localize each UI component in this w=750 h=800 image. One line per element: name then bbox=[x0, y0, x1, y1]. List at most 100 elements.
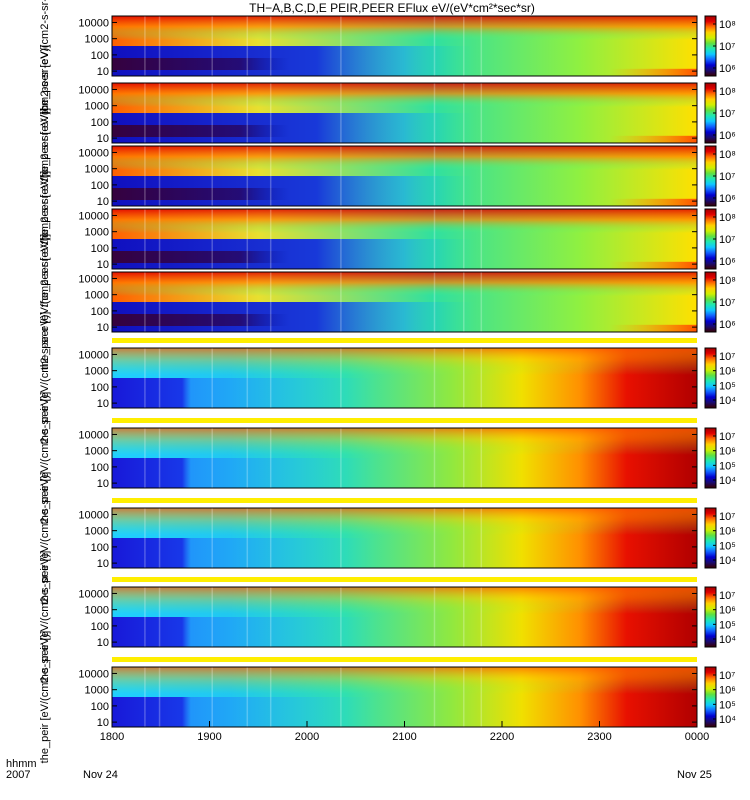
data-gap-streak bbox=[246, 272, 249, 332]
panel-peer_a: 10 100 1000 10000 the_peer [eV/(cm2-s-sr-eV)… bbox=[39, 0, 736, 114]
data-gap-streak bbox=[463, 272, 465, 332]
data-gap-streak bbox=[463, 667, 465, 727]
y-tick-label: 10 bbox=[97, 398, 109, 410]
colorbar-tick-label: 10⁷ bbox=[719, 590, 735, 602]
data-gap-streak bbox=[158, 16, 161, 76]
y-tick-label: 10 bbox=[97, 196, 109, 208]
data-gap-streak bbox=[246, 508, 249, 568]
y-axis-label: the_peir [eV/(cm2-s-sr-eV)] bbox=[39, 392, 51, 525]
data-gap-streak bbox=[246, 348, 249, 408]
panel-frame bbox=[111, 145, 698, 207]
data-gap-streak bbox=[463, 16, 465, 76]
spectrogram-lowenergy-layer bbox=[112, 617, 697, 647]
y-tick-label: 1000 bbox=[85, 605, 109, 617]
data-gap-streak bbox=[144, 83, 146, 143]
colorbar-tick-label: 10⁴ bbox=[719, 555, 736, 567]
y-tick-label: 10 bbox=[97, 322, 109, 334]
data-gap-streak bbox=[144, 508, 146, 568]
colorbar-tick-label: 10⁵ bbox=[719, 380, 736, 392]
y-axis-label: the_peer [eV/(cm2-s-sr-eV)] bbox=[39, 45, 51, 181]
panel-peir_c: 10 100 1000 10000 the_peir [eV/(cm2-s-sr-eV)… bbox=[39, 472, 736, 605]
data-gap-streak bbox=[269, 348, 272, 408]
data-gap-streak bbox=[211, 508, 213, 568]
colorbar bbox=[704, 586, 717, 648]
data-gap-streak bbox=[144, 209, 146, 269]
x-tick-label: 2200 bbox=[490, 731, 514, 743]
data-gap-streak bbox=[463, 428, 465, 488]
colorbar-tick-label: 10⁵ bbox=[719, 460, 736, 472]
footer-hhmm: hhmm bbox=[6, 758, 37, 770]
data-gap-streak bbox=[480, 209, 483, 269]
colorbar-tick-label: 10⁴ bbox=[719, 714, 736, 726]
spectrogram-core-layer bbox=[112, 58, 434, 70]
colorbar-tick-label: 10⁵ bbox=[719, 699, 736, 711]
data-gap-streak bbox=[158, 146, 161, 206]
data-gap-streak bbox=[269, 83, 272, 143]
colorbar-tick-label: 10⁷ bbox=[719, 41, 735, 53]
data-gap-streak bbox=[246, 428, 249, 488]
y-tick-label: 100 bbox=[91, 382, 109, 394]
y-tick-label: 10 bbox=[97, 478, 109, 490]
data-gap-streak bbox=[246, 209, 249, 269]
colorbar-tick-label: 10⁶ bbox=[719, 526, 736, 538]
data-gap-streak bbox=[340, 83, 342, 143]
colorbar-tick-label: 10⁷ bbox=[719, 108, 735, 120]
colorbar-tick-label: 10⁸ bbox=[719, 86, 736, 98]
panel-peir_a: 10 100 1000 10000 the_peir [eV/(cm2-s-sr-eV)… bbox=[39, 312, 736, 445]
data-gap-streak bbox=[144, 272, 146, 332]
colorbar-tick-label: 10⁶ bbox=[719, 319, 736, 331]
colorbar-tick-label: 10⁷ bbox=[719, 297, 735, 309]
y-tick-label: 10000 bbox=[78, 17, 109, 29]
y-tick-label: 100 bbox=[91, 50, 109, 62]
data-gap-streak bbox=[433, 587, 436, 647]
panel-frame bbox=[111, 347, 698, 409]
data-gap-streak bbox=[158, 667, 161, 727]
panel-frame bbox=[111, 208, 698, 270]
data-gap-streak bbox=[269, 16, 272, 76]
colorbar-tick-label: 10⁴ bbox=[719, 475, 736, 487]
data-gap-streak bbox=[480, 146, 483, 206]
panel-frame bbox=[111, 427, 698, 489]
data-gap-streak bbox=[340, 428, 342, 488]
spectrogram-bottom-edge bbox=[112, 68, 697, 76]
data-gap-streak bbox=[158, 508, 161, 568]
data-gap-streak bbox=[144, 428, 146, 488]
colorbar-tick-label: 10⁸ bbox=[719, 19, 736, 31]
data-gap-streak bbox=[340, 146, 342, 206]
y-tick-label: 10 bbox=[97, 66, 109, 78]
y-tick-label: 1000 bbox=[85, 290, 109, 302]
panel-peer_c: 10 100 1000 10000 the_peer [eV/(cm2-s-sr-eV)… bbox=[39, 108, 736, 244]
data-gap-streak bbox=[246, 83, 249, 143]
x-tick-label: 1900 bbox=[197, 731, 221, 743]
y-tick-label: 10000 bbox=[78, 429, 109, 441]
y-tick-label: 10000 bbox=[78, 210, 109, 222]
x-tick-label: 2000 bbox=[295, 731, 319, 743]
y-tick-label: 1000 bbox=[85, 164, 109, 176]
panel-peir_d: 10 100 1000 10000 the_peir [eV/(cm2-s-sr-eV)… bbox=[39, 551, 736, 684]
spectrogram-bottom-edge bbox=[112, 261, 697, 269]
data-gap-streak bbox=[480, 272, 483, 332]
data-gap-streak bbox=[433, 83, 436, 143]
colorbar-tick-label: 10⁶ bbox=[719, 685, 736, 697]
data-gap-streak bbox=[144, 16, 146, 76]
colorbar bbox=[704, 427, 717, 489]
colorbar-tick-label: 10⁷ bbox=[719, 431, 735, 443]
data-gap-streak bbox=[269, 272, 272, 332]
data-gap-streak bbox=[433, 508, 436, 568]
y-axis-label: the_peir [eV/(cm2-s-sr-eV)] bbox=[39, 312, 51, 445]
spectrogram-core-layer bbox=[112, 314, 434, 326]
colorbar-tick-label: 10⁴ bbox=[719, 395, 736, 407]
data-gap-streak bbox=[158, 272, 161, 332]
data-gap-streak bbox=[158, 428, 161, 488]
y-tick-label: 1000 bbox=[85, 366, 109, 378]
spectrogram-lowenergy-layer bbox=[112, 458, 697, 488]
y-tick-label: 1000 bbox=[85, 526, 109, 538]
x-tick-label: 2100 bbox=[392, 731, 416, 743]
data-gap-streak bbox=[463, 83, 465, 143]
spectrogram-core-layer bbox=[112, 251, 434, 263]
colorbar-tick-label: 10⁷ bbox=[719, 511, 735, 523]
panel-frame bbox=[111, 507, 698, 569]
panel-peer_e: 10 100 1000 10000 the_peer [eV/(cm2-s-sr-eV)… bbox=[39, 234, 736, 370]
colorbar bbox=[704, 347, 717, 409]
spectrogram-bottom-edge bbox=[112, 324, 697, 332]
